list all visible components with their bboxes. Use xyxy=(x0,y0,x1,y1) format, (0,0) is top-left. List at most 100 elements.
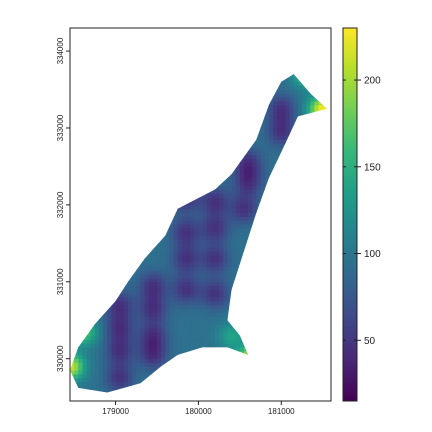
heatmap-cell xyxy=(74,104,79,110)
heatmap-cell xyxy=(223,55,228,59)
heatmap-cell xyxy=(119,243,125,248)
heatmap-cell xyxy=(99,63,104,67)
heatmap-cell xyxy=(144,74,150,75)
heatmap-cell xyxy=(260,381,266,387)
heatmap-cell xyxy=(90,97,96,102)
heatmap-cell xyxy=(190,181,195,187)
heatmap-cell xyxy=(219,347,224,352)
heatmap-cell xyxy=(186,270,191,275)
heatmap-cell xyxy=(74,131,79,137)
heatmap-cell xyxy=(210,147,216,152)
heatmap-cell xyxy=(115,335,121,340)
heatmap-cell xyxy=(140,293,145,298)
heatmap-cell xyxy=(235,189,241,194)
heatmap-cell xyxy=(231,381,237,387)
heatmap-cell xyxy=(190,120,195,125)
heatmap-cell xyxy=(265,393,270,397)
heatmap-cell xyxy=(169,208,174,213)
heatmap-cell xyxy=(223,135,228,140)
heatmap-cell xyxy=(103,85,108,90)
heatmap-cell xyxy=(260,389,266,393)
heatmap-cell xyxy=(115,274,121,279)
heatmap-cell xyxy=(90,347,96,352)
heatmap-cell xyxy=(248,266,253,271)
heatmap-cell xyxy=(152,235,158,240)
heatmap-cell xyxy=(244,93,249,98)
heatmap-cell xyxy=(103,320,108,325)
heatmap-cell xyxy=(194,43,199,47)
heatmap-cell xyxy=(190,301,195,306)
heatmap-cell xyxy=(256,220,261,225)
heatmap-cell xyxy=(152,89,158,94)
heatmap-cell xyxy=(161,47,166,51)
heatmap-cell xyxy=(103,220,108,225)
heatmap-cell xyxy=(99,77,104,83)
heatmap-cell xyxy=(99,358,104,363)
heatmap-cell xyxy=(223,351,228,356)
heatmap-cell xyxy=(181,185,187,190)
heatmap-cell xyxy=(74,40,79,44)
heatmap-cell xyxy=(277,216,282,221)
heatmap-cell xyxy=(264,151,270,156)
heatmap-cell xyxy=(239,185,245,190)
heatmap-cell xyxy=(219,36,224,40)
heatmap-cell xyxy=(190,59,195,63)
heatmap-cell xyxy=(115,158,121,163)
heatmap-cell xyxy=(277,262,282,267)
heatmap-cell xyxy=(169,389,174,393)
heatmap-cell xyxy=(244,231,249,237)
heatmap-cell xyxy=(219,393,224,397)
heatmap-cell xyxy=(119,162,125,167)
heatmap-cell xyxy=(190,297,195,302)
heatmap-cell xyxy=(140,308,145,313)
heatmap-cell xyxy=(177,335,183,340)
heatmap-cell xyxy=(202,216,208,221)
heatmap-cell xyxy=(128,181,133,187)
heatmap-cell xyxy=(78,177,83,183)
heatmap-cell xyxy=(261,59,266,63)
heatmap-cell xyxy=(107,116,112,121)
heatmap-cell xyxy=(161,231,166,237)
heatmap-cell xyxy=(115,277,121,283)
heatmap-cell xyxy=(181,243,187,248)
heatmap-cell xyxy=(186,154,191,160)
heatmap-cell xyxy=(256,251,261,256)
heatmap-cell xyxy=(239,74,245,75)
heatmap-cell xyxy=(128,374,133,379)
heatmap-cell xyxy=(277,127,282,133)
heatmap-cell xyxy=(140,224,145,229)
heatmap-cell xyxy=(277,308,282,313)
heatmap-cell xyxy=(256,331,261,337)
heatmap-cell xyxy=(82,204,87,210)
heatmap-cell xyxy=(181,224,187,229)
heatmap-cell xyxy=(161,101,166,106)
heatmap-cell xyxy=(86,97,92,102)
heatmap-cell xyxy=(115,258,121,263)
heatmap-cell xyxy=(140,185,145,190)
heatmap-cell xyxy=(136,277,141,283)
heatmap-cell xyxy=(227,185,232,190)
heatmap-cell xyxy=(82,327,87,333)
heatmap-cell xyxy=(161,358,166,363)
heatmap-cell xyxy=(173,281,179,287)
heatmap-cell xyxy=(206,189,212,194)
heatmap-cell xyxy=(149,36,154,40)
heatmap-cell xyxy=(240,66,245,70)
heatmap-cell xyxy=(132,266,137,271)
heatmap-cell xyxy=(99,147,104,152)
heatmap-cell xyxy=(177,227,183,233)
heatmap-cell xyxy=(244,151,249,156)
heatmap-cell xyxy=(136,216,141,221)
heatmap-cell xyxy=(227,308,232,313)
heatmap-cell xyxy=(252,320,257,325)
heatmap-cell xyxy=(248,220,253,225)
heatmap-cell xyxy=(227,28,232,32)
heatmap-cell xyxy=(252,243,257,248)
heatmap-cell xyxy=(227,262,232,267)
heatmap-cell xyxy=(215,277,220,283)
heatmap-cell xyxy=(132,224,137,229)
heatmap-cell xyxy=(277,151,282,156)
heatmap-cell xyxy=(152,224,158,229)
heatmap-cell xyxy=(207,59,212,63)
heatmap-cell xyxy=(115,193,121,198)
